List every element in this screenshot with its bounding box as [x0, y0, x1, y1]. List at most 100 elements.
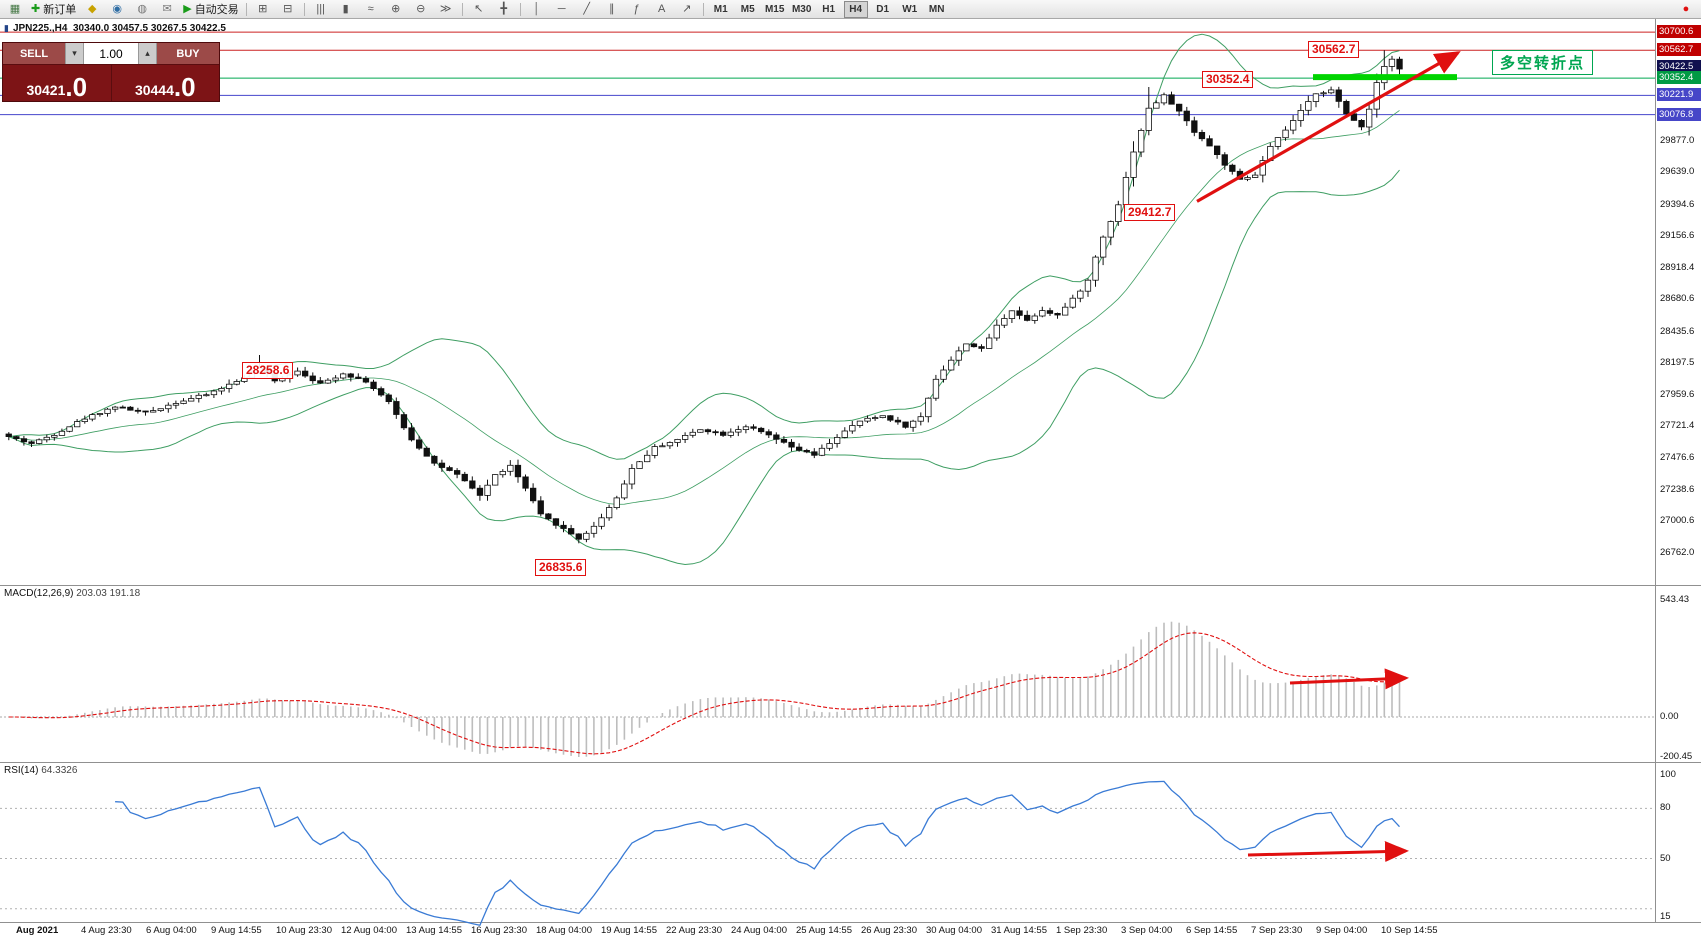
fibonacci-icon: ƒ — [633, 2, 640, 15]
price-axis-label: 26762.0 — [1660, 546, 1695, 558]
time-axis-label: 16 Aug 23:30 — [471, 925, 527, 936]
rsi-axis-label: 80 — [1660, 802, 1671, 814]
buy-button[interactable]: BUY — [157, 43, 219, 64]
price-axis-label: 27238.6 — [1660, 483, 1695, 495]
community-icon: ● — [1682, 2, 1690, 15]
sell-button[interactable]: SELL — [3, 43, 65, 64]
price-axis-label: 28197.5 — [1660, 357, 1695, 369]
buy-price[interactable]: 30444 .0 — [110, 65, 220, 101]
channel-button[interactable]: ∥ — [600, 0, 624, 18]
volume-increase-button[interactable]: ▴ — [138, 43, 157, 64]
zoom-in-button[interactable]: ⊕ — [384, 0, 408, 18]
macd-values: 203.03 191.18 — [76, 588, 141, 599]
time-axis-label: 13 Aug 14:55 — [406, 925, 462, 936]
timeframe-h1-button[interactable]: H1 — [822, 3, 836, 15]
price-annotation[interactable]: 30352.4 — [1202, 71, 1254, 88]
community-button[interactable]: ● — [1674, 0, 1698, 18]
sounds-button[interactable]: ◍ — [130, 0, 154, 18]
timeframe-w1-button[interactable]: W1 — [902, 3, 918, 15]
bar-chart-icon: ||| — [316, 2, 325, 15]
timeframe-h4-button[interactable]: H4 — [843, 0, 868, 18]
trendline-button[interactable]: ╱ — [575, 0, 599, 18]
price-annotation[interactable]: 26835.6 — [535, 559, 587, 576]
price-axis-label: 27476.6 — [1660, 452, 1695, 464]
cursor-button[interactable]: ↖ — [467, 0, 491, 18]
rsi-axis-label: 15 — [1660, 911, 1671, 923]
chart-windows-button[interactable]: ▦ — [3, 0, 27, 18]
arrow-objects-button[interactable]: ↗ — [675, 0, 699, 18]
price-axis-label: 27721.4 — [1660, 420, 1695, 432]
price-axis-label: 29877.0 — [1660, 135, 1695, 146]
time-axis-label: 24 Aug 04:00 — [731, 925, 787, 936]
timeframe-m15-button[interactable]: M15 — [764, 3, 785, 15]
rsi-axis-label: 50 — [1660, 852, 1671, 864]
price-annotation[interactable]: 28258.6 — [242, 362, 294, 379]
cascade-windows-button[interactable]: ⊟ — [276, 0, 300, 18]
line-chart-button[interactable]: ≈ — [359, 0, 383, 18]
time-axis-label: 9 Aug 14:55 — [211, 925, 262, 936]
tile-windows-button[interactable]: ⊞ — [251, 0, 275, 18]
new-order-button[interactable]: ✚ 新订单 — [28, 0, 79, 18]
timeframe-mn-button[interactable]: MN — [928, 3, 945, 15]
volume-decrease-button[interactable]: ▾ — [65, 43, 84, 64]
time-axis-label: Aug 2021 — [16, 925, 59, 936]
toolbar-separator — [519, 2, 521, 16]
price-axis-label: 29156.6 — [1660, 230, 1695, 242]
time-axis-label: 6 Aug 04:00 — [146, 925, 197, 936]
time-axis-label: 3 Sep 04:00 — [1121, 925, 1173, 936]
crosshair-button[interactable]: ╋ — [492, 0, 516, 18]
auto-scroll-icon: ≫ — [439, 2, 452, 15]
time-axis-label: 9 Sep 04:00 — [1316, 925, 1368, 936]
horizontal-line-icon: ─ — [557, 2, 566, 15]
vertical-line-button[interactable]: │ — [525, 0, 549, 18]
timeframe-m1-button[interactable]: M1 — [713, 3, 728, 15]
toolbar-separator — [245, 2, 247, 16]
price-axis-tag: 30700.6 — [1657, 25, 1701, 39]
price-axis-tag: 30562.7 — [1657, 43, 1701, 57]
volume-input[interactable] — [84, 43, 138, 64]
timeframe-d1-button[interactable]: D1 — [876, 3, 890, 15]
line-chart-icon: ≈ — [367, 2, 374, 15]
price-axis-label: 28680.6 — [1660, 293, 1695, 305]
one-click-trading-panel: SELL ▾ ▴ BUY 30421 .0 30444 .0 — [2, 42, 220, 102]
price-axis-tag: 30076.8 — [1657, 107, 1701, 121]
time-axis-label: 1 Sep 23:30 — [1056, 925, 1108, 936]
toolbar-separator — [461, 2, 463, 16]
fibonacci-button[interactable]: ƒ — [625, 0, 649, 18]
time-axis-label: 22 Aug 23:30 — [666, 925, 722, 936]
sell-price[interactable]: 30421 .0 — [3, 65, 111, 101]
alerts-button[interactable]: ◉ — [105, 0, 129, 18]
timeframe-m5-button[interactable]: M5 — [740, 3, 755, 15]
cascade-windows-icon: ⊟ — [283, 2, 293, 15]
macd-axis-label: -200.45 — [1660, 751, 1693, 762]
text-label-button[interactable]: A — [650, 0, 674, 18]
mailbox-button[interactable]: ✉ — [155, 0, 179, 18]
autotrading-button[interactable]: ▶ 自动交易 — [180, 0, 241, 18]
macd-axis-label: 0.00 — [1660, 711, 1679, 722]
chart-windows-icon: ▦ — [9, 2, 21, 15]
price-axis-tag: 30221.9 — [1657, 88, 1701, 102]
time-axis-label: 18 Aug 04:00 — [536, 925, 592, 936]
text-label-icon: A — [658, 2, 666, 15]
bull-bear-turning-point-note[interactable]: 多空转折点 — [1492, 50, 1594, 75]
price-axis-label: 27000.6 — [1660, 515, 1695, 527]
time-axis-label: 4 Aug 23:30 — [81, 925, 132, 936]
candle-chart-button[interactable]: ▮ — [334, 0, 358, 18]
toolbar-separator — [303, 2, 305, 16]
price-annotation[interactable]: 30562.7 — [1308, 41, 1360, 58]
time-axis-label: 10 Aug 23:30 — [276, 925, 332, 936]
zoom-out-button[interactable]: ⊖ — [409, 0, 433, 18]
rsi-name: RSI(14) — [4, 765, 39, 776]
timeframe-m30-button[interactable]: M30 — [791, 3, 812, 15]
rsi-value: 64.3326 — [41, 765, 78, 776]
vertical-line-icon: │ — [533, 2, 541, 15]
metaeditor-button[interactable]: ◆ — [80, 0, 104, 18]
candle-chart-icon: ▮ — [342, 2, 349, 15]
price-annotation[interactable]: 29412.7 — [1124, 204, 1176, 221]
auto-scroll-button[interactable]: ≫ — [434, 0, 458, 18]
bar-chart-button[interactable]: ||| — [309, 0, 333, 18]
horizontal-line-button[interactable]: ─ — [550, 0, 574, 18]
channel-icon: ∥ — [608, 2, 615, 15]
price-axis-tag: 30422.5 — [1657, 59, 1701, 73]
